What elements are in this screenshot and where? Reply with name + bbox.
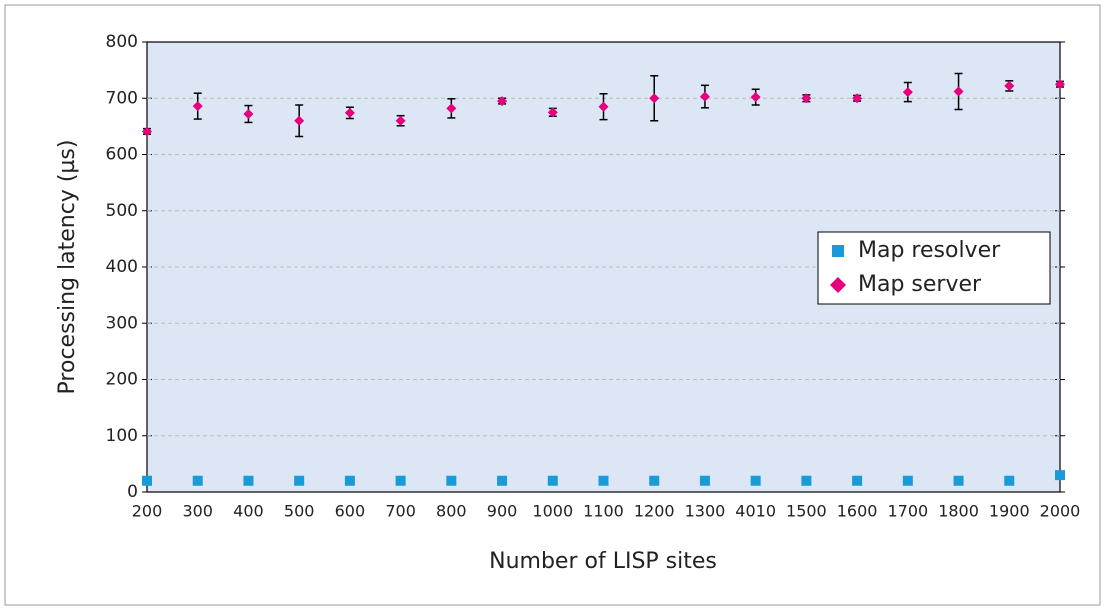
x-tick-label: 1800	[938, 502, 979, 521]
point	[953, 475, 964, 486]
x-tick-label: 200	[132, 502, 163, 521]
legend-marker	[830, 277, 846, 293]
x-tick-label: 900	[487, 502, 518, 521]
x-tick-label: 700	[385, 502, 416, 521]
y-tick-label: 200	[106, 370, 138, 390]
point	[801, 93, 812, 104]
x-tick-label: 1600	[837, 502, 878, 521]
point	[649, 475, 660, 486]
legend-label: Map server	[858, 272, 982, 297]
point	[1055, 470, 1065, 481]
point	[750, 475, 761, 486]
point	[294, 475, 305, 486]
point	[243, 109, 254, 119]
y-tick-label: 600	[106, 145, 138, 165]
point	[344, 475, 355, 486]
point	[902, 475, 913, 486]
point	[801, 475, 812, 486]
point	[750, 92, 761, 103]
point	[852, 93, 863, 104]
legend-marker	[832, 245, 844, 257]
x-axis-title: Number of LISP sites	[489, 549, 717, 574]
point	[142, 126, 152, 137]
y-tick-label: 800	[106, 32, 138, 52]
point	[1004, 80, 1015, 91]
x-tick-label: 1200	[634, 502, 675, 521]
y-tick-label: 0	[127, 482, 138, 502]
point	[1055, 79, 1065, 90]
x-tick-label: 4010	[735, 502, 776, 521]
point	[547, 107, 558, 118]
x-tick-label: 400	[233, 502, 264, 521]
x-tick-label: 1000	[532, 502, 573, 521]
point	[446, 103, 457, 114]
y-tick-label: 100	[106, 426, 138, 446]
point	[598, 101, 609, 112]
x-tick-label: 600	[335, 502, 366, 521]
point	[192, 101, 203, 112]
point	[395, 115, 406, 126]
x-tick-label: 1100	[583, 502, 624, 521]
x-tick-label: 300	[182, 502, 213, 521]
point	[547, 475, 558, 486]
point	[142, 475, 152, 486]
y-tick-label: 500	[106, 201, 138, 221]
point	[497, 475, 508, 486]
y-tick-label: 300	[106, 313, 138, 333]
point	[598, 475, 609, 486]
point	[243, 475, 254, 486]
y-axis-title: Processing latency (µs)	[55, 140, 80, 395]
x-tick-label: 1900	[989, 502, 1030, 521]
x-tick-label: 1700	[887, 502, 928, 521]
point	[699, 91, 710, 102]
point	[852, 475, 863, 486]
x-tick-label: 2000	[1040, 502, 1081, 521]
y-tick-label: 400	[106, 257, 138, 277]
point	[192, 475, 203, 486]
x-tick-label: 1300	[685, 502, 726, 521]
point	[395, 475, 406, 486]
point	[902, 87, 913, 98]
x-tick-label: 500	[284, 502, 315, 521]
y-tick-label: 700	[106, 88, 138, 108]
point	[1004, 475, 1015, 486]
point	[294, 115, 305, 126]
point	[344, 107, 355, 118]
point	[649, 93, 660, 104]
legend-box	[817, 231, 1051, 305]
point	[699, 475, 710, 486]
point	[497, 96, 508, 107]
point	[446, 475, 457, 486]
x-tick-label: 1500	[786, 502, 827, 521]
point	[953, 86, 964, 97]
legend-label: Map resolver	[858, 238, 1001, 263]
x-tick-label: 800	[436, 502, 467, 521]
